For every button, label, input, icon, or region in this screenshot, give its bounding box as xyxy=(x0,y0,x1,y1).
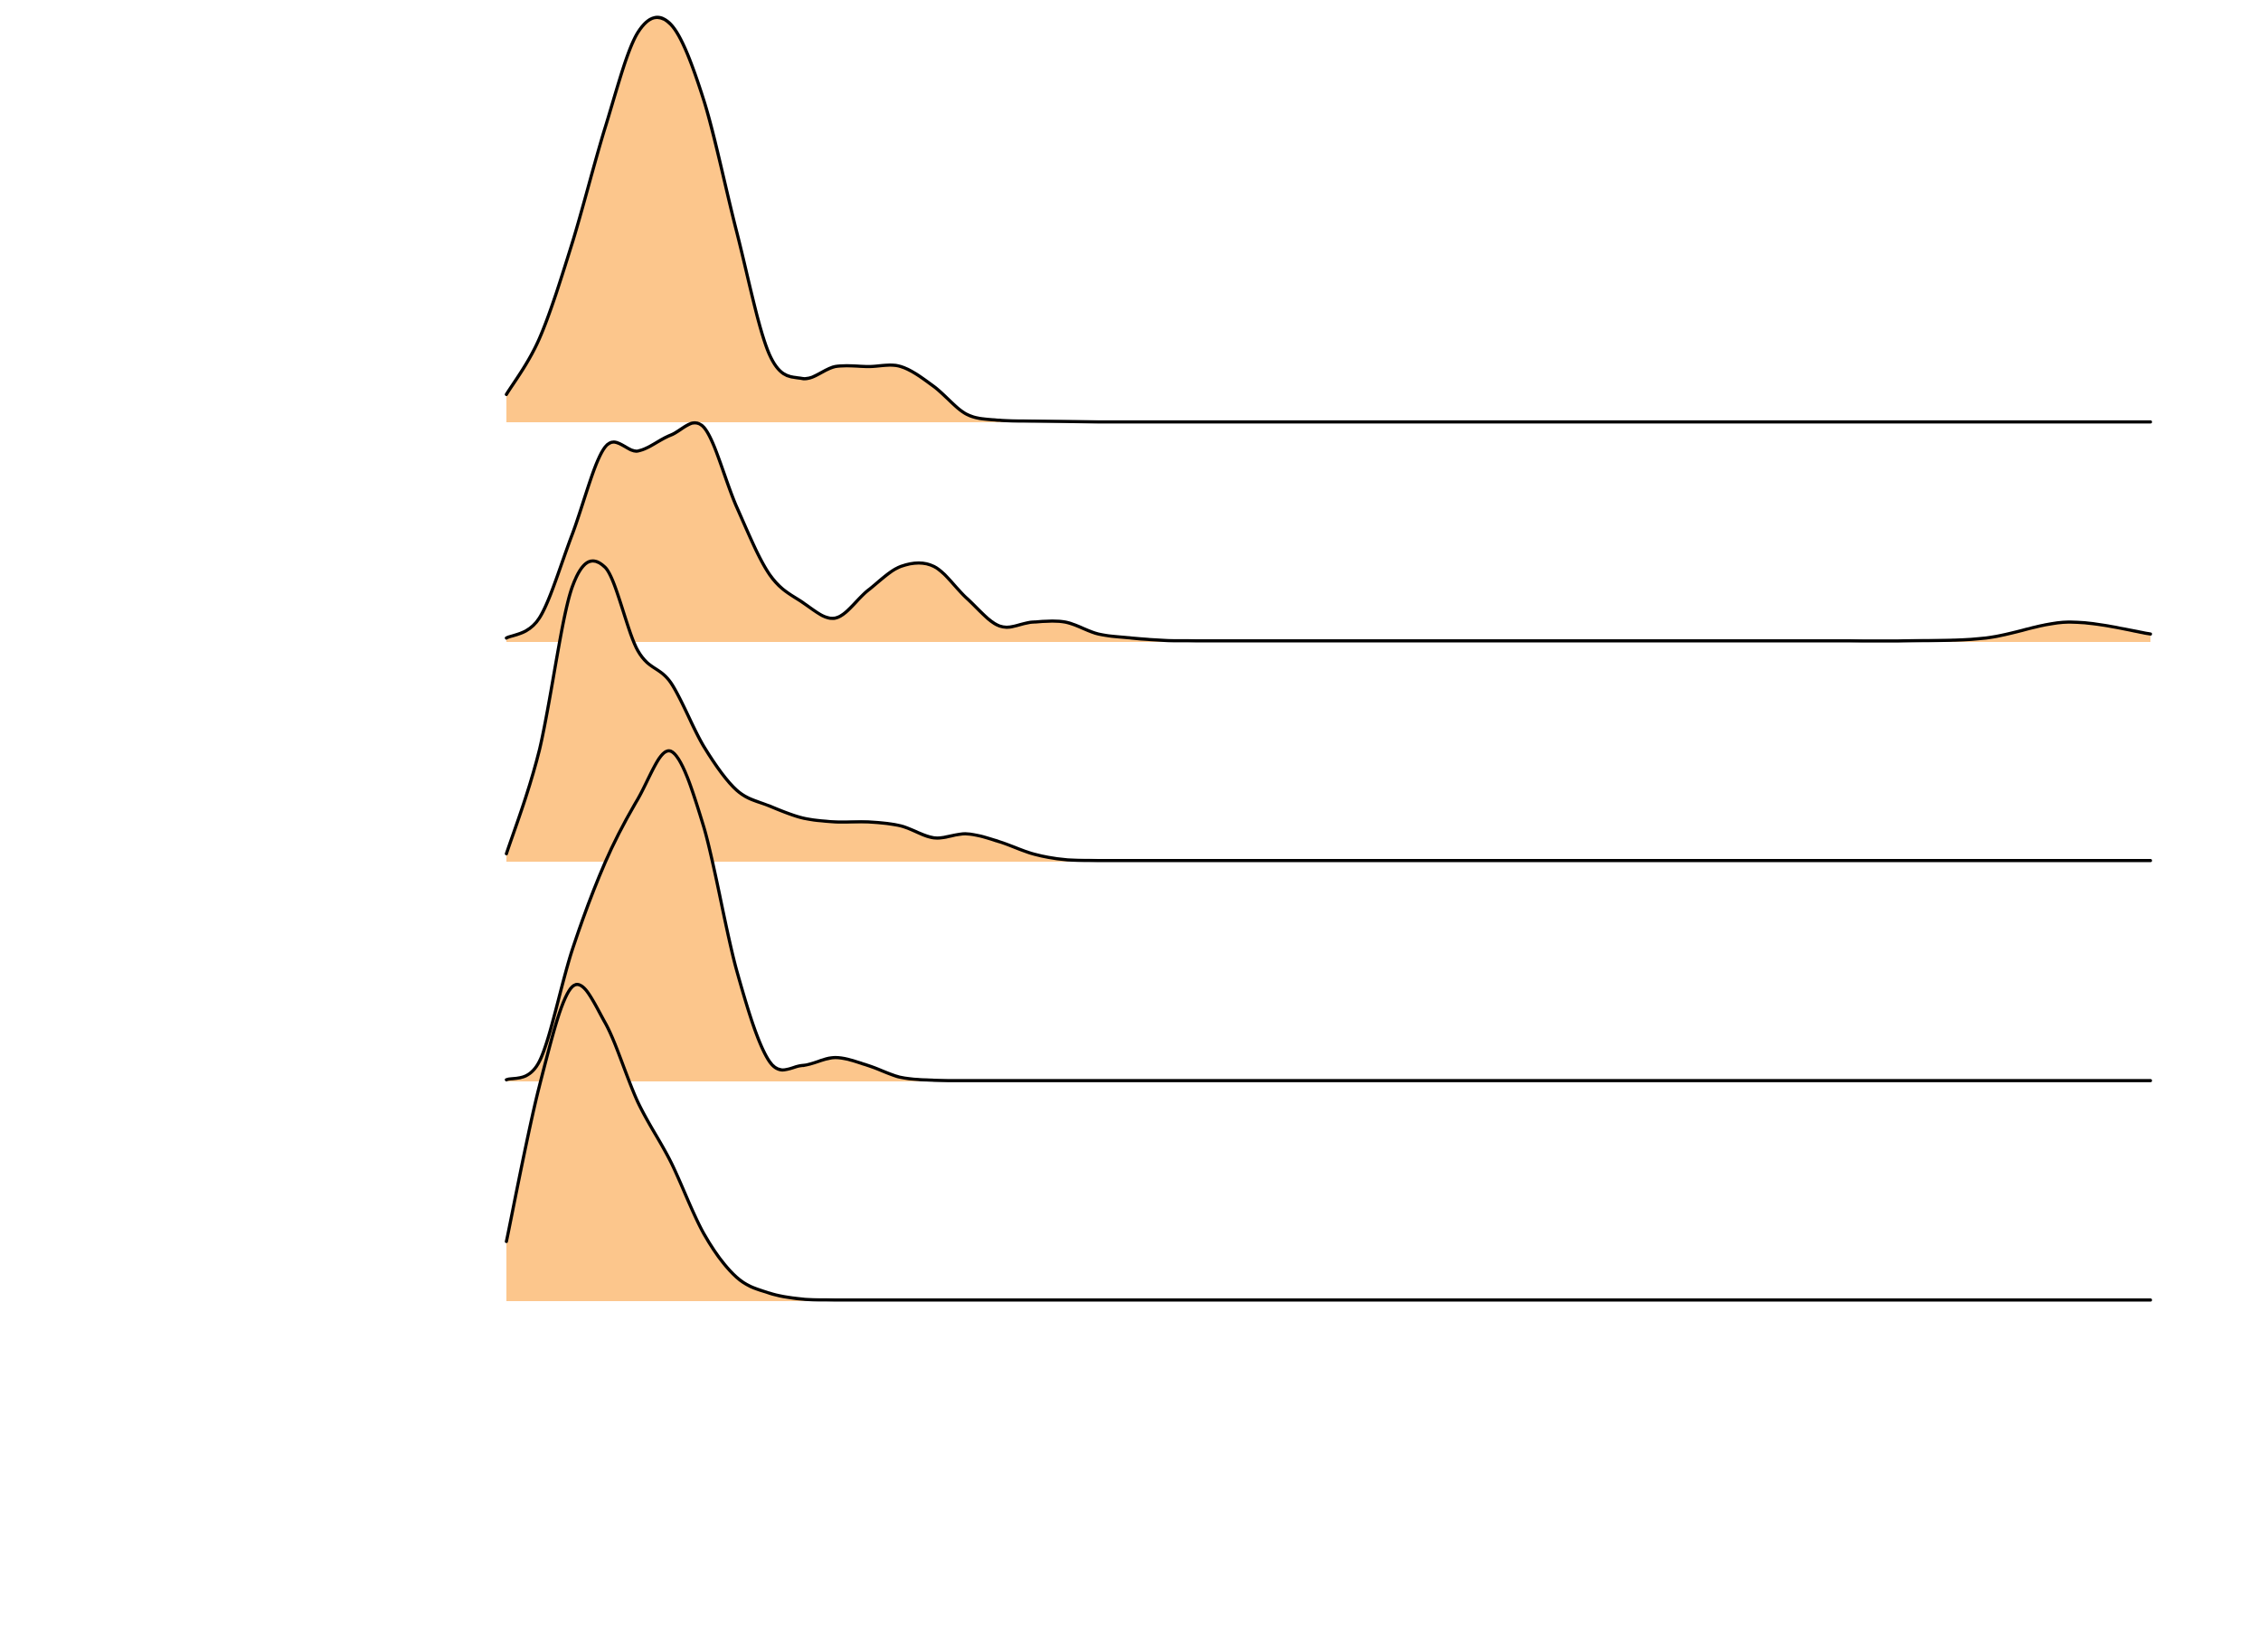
ridge-5-line xyxy=(505,983,2152,1302)
ridge-2-line xyxy=(505,420,2152,643)
ridge-2-area xyxy=(506,422,2150,642)
ridge-4-area xyxy=(506,750,2150,1081)
ridge-4 xyxy=(505,749,2152,1082)
ridge-1-line xyxy=(505,15,2152,424)
ridge-5 xyxy=(505,983,2152,1302)
ridge-1 xyxy=(505,15,2152,424)
ridge-4-line xyxy=(505,749,2152,1082)
ridge-5-area xyxy=(506,984,2150,1301)
ridge-2 xyxy=(505,420,2152,643)
ridge-1-area xyxy=(506,17,2150,423)
ridge-3-line xyxy=(505,559,2152,863)
